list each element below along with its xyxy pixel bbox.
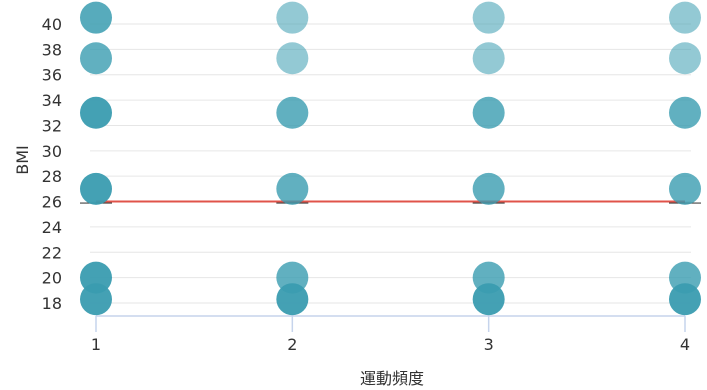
y-tick-label: 30 (42, 142, 62, 161)
data-point (472, 1, 505, 34)
x-axis-baseline (95, 315, 686, 332)
data-point (276, 96, 309, 129)
data-point (80, 172, 112, 205)
data-point (276, 42, 309, 75)
y-tick-label: 18 (42, 294, 62, 313)
y-tick-label: 20 (42, 269, 62, 288)
data-point (276, 283, 309, 316)
x-tick-label: 1 (91, 335, 101, 354)
data-point (472, 283, 505, 316)
y-tick-label: 26 (42, 193, 62, 212)
data-point (80, 96, 112, 129)
data-point (276, 172, 309, 205)
data-point (80, 42, 112, 75)
data-point (80, 1, 112, 34)
data-point (472, 172, 505, 205)
y-tick-labels: 18 20 22 24 26 28 30 32 34 36 38 40 (42, 15, 62, 313)
y-tick-label: 32 (42, 116, 62, 135)
y-tick-label: 34 (42, 91, 62, 110)
y-tick-label: 40 (42, 15, 62, 34)
data-point (669, 172, 701, 205)
x-tick-label: 3 (484, 335, 494, 354)
data-point (80, 283, 112, 316)
data-point (669, 1, 701, 34)
y-tick-label: 22 (42, 243, 62, 262)
data-point (669, 42, 701, 75)
data-point (669, 96, 701, 129)
y-tick-label: 38 (42, 40, 62, 59)
x-tick-label: 4 (680, 335, 690, 354)
x-axis-title: 運動頻度 (360, 369, 424, 388)
y-axis-title: BMI (13, 145, 32, 175)
x-tick-labels: 1 2 3 4 (91, 335, 690, 354)
data-points (80, 1, 701, 316)
data-point (472, 42, 505, 75)
data-point (472, 96, 505, 129)
y-tick-label: 28 (42, 167, 62, 186)
data-point (276, 1, 309, 34)
y-tick-label: 36 (42, 66, 62, 85)
data-point (669, 283, 701, 316)
x-tick-label: 2 (287, 335, 297, 354)
y-tick-label: 24 (42, 218, 62, 237)
reference-line-layer (80, 200, 701, 204)
gridlines (90, 23, 691, 304)
